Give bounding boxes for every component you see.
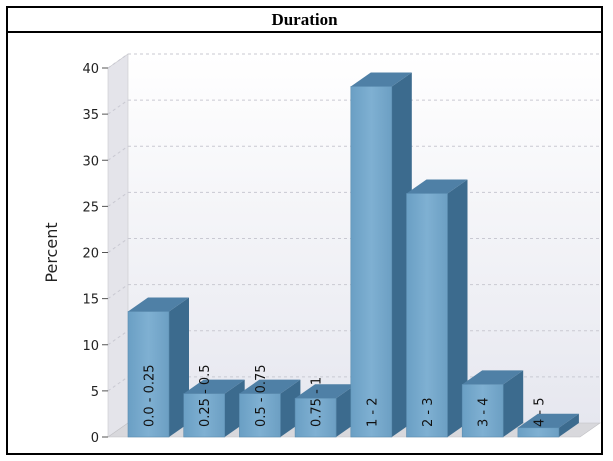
bar-side xyxy=(447,179,468,437)
bar-front xyxy=(239,393,281,438)
bar-front xyxy=(406,193,448,438)
chart-title-bar: Duration xyxy=(8,8,601,33)
y-tick-label: 20 xyxy=(82,247,99,262)
gridline-side xyxy=(107,99,129,115)
bar-top xyxy=(183,379,245,394)
bar-front xyxy=(183,393,225,438)
gridline-side xyxy=(107,376,129,392)
bar-side xyxy=(558,413,579,437)
bar-top xyxy=(462,370,524,385)
bar-category-label: 0.25 - 0.5 xyxy=(198,364,213,427)
bar-front xyxy=(127,311,170,438)
y-tick-label: 30 xyxy=(82,154,99,169)
y-tick-label: 25 xyxy=(82,200,99,215)
gridline-side xyxy=(107,53,129,69)
bar[interactable] xyxy=(127,297,189,438)
bar-front xyxy=(294,397,337,438)
bar-top xyxy=(517,413,579,428)
bar-category-label: 4 - 5 xyxy=(532,398,547,428)
bar[interactable] xyxy=(350,72,412,438)
bar-top xyxy=(350,72,412,87)
bar-top xyxy=(406,179,468,194)
bar-top xyxy=(128,297,189,312)
bar-category-label: 0.0 - 0.25 xyxy=(143,364,158,427)
y-tick-label: 10 xyxy=(82,339,99,354)
bar-top xyxy=(239,379,301,394)
y-tick-label: 0 xyxy=(91,431,99,446)
chart-title: Duration xyxy=(271,9,338,29)
y-axis-title: Percent xyxy=(42,222,61,282)
y-tick-label: 5 xyxy=(91,385,99,400)
bar-category-label: 3 - 4 xyxy=(477,398,492,428)
bar-category-label: 0.75 - 1 xyxy=(310,377,325,427)
bar-category-label: 2 - 3 xyxy=(421,398,436,428)
bar[interactable] xyxy=(239,379,301,438)
bar[interactable] xyxy=(517,413,579,438)
bar-front xyxy=(517,427,560,438)
bar-front xyxy=(461,384,504,438)
bar-front xyxy=(350,86,393,438)
y-tick-label: 35 xyxy=(82,108,99,123)
gridline-side xyxy=(107,330,129,346)
bar-side xyxy=(503,370,524,437)
bar-top xyxy=(295,384,357,399)
bar-category-label: 0.5 - 0.75 xyxy=(254,364,269,427)
gridline-side xyxy=(107,284,129,300)
bar-category-label: 1 - 2 xyxy=(365,398,380,428)
bar[interactable] xyxy=(461,370,524,438)
y-tick-label: 15 xyxy=(82,293,99,308)
bar[interactable] xyxy=(183,379,245,438)
gridline-side xyxy=(107,191,129,207)
bar[interactable] xyxy=(406,179,468,438)
gridline-side xyxy=(107,238,129,253)
gridline-side xyxy=(107,145,129,161)
y-tick-label: 40 xyxy=(82,62,99,77)
bar[interactable] xyxy=(294,384,357,438)
